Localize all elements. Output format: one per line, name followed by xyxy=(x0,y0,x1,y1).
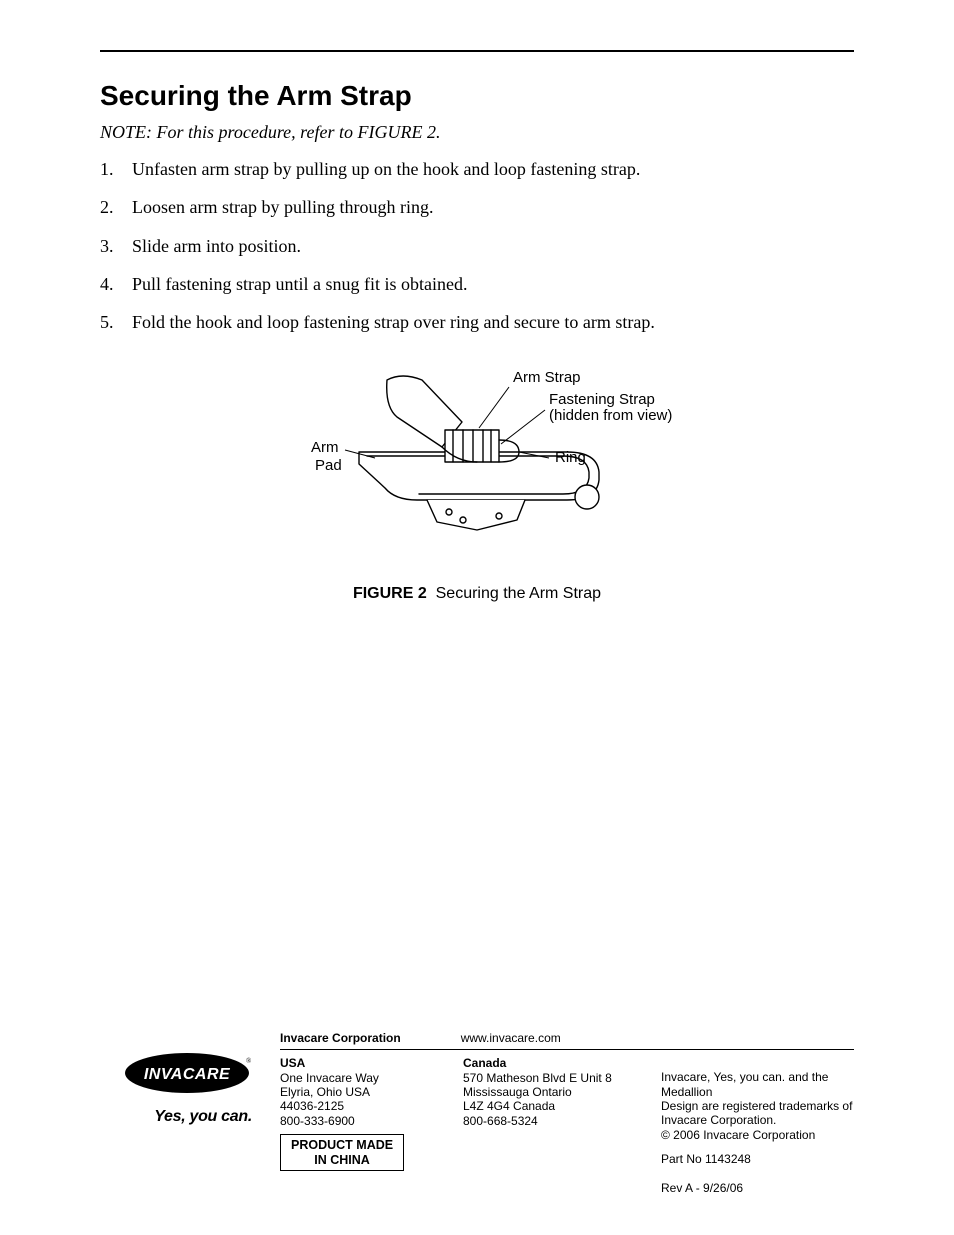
invacare-logo: INVACARE ® xyxy=(122,1049,252,1097)
step-text: Unfasten arm strap by pulling up on the … xyxy=(132,159,640,179)
part-number: Part No 1143248 xyxy=(661,1152,854,1166)
step-item: 2. Loosen arm strap by pulling through ri… xyxy=(100,195,854,219)
usa-line: Elyria, Ohio USA xyxy=(280,1085,435,1099)
address-canada: Canada 570 Matheson Blvd E Unit 8 Missis… xyxy=(463,1056,633,1195)
svg-text:INVACARE: INVACARE xyxy=(144,1066,231,1083)
canada-line: 570 Matheson Blvd E Unit 8 xyxy=(463,1071,633,1085)
step-text: Pull fastening strap until a snug fit is… xyxy=(132,274,467,294)
step-number: 4. xyxy=(100,272,114,296)
address-usa: USA One Invacare Way Elyria, Ohio USA 44… xyxy=(280,1056,435,1195)
usa-line: 44036-2125 xyxy=(280,1099,435,1113)
usa-heading: USA xyxy=(280,1056,435,1070)
step-item: 4. Pull fastening strap until a snug fit … xyxy=(100,272,854,296)
step-item: 3. Slide arm into position. xyxy=(100,234,854,258)
legal-line: Invacare, Yes, you can. and the Medallio… xyxy=(661,1070,854,1099)
step-number: 5. xyxy=(100,310,114,334)
label-fastening-strap: Fastening Strap xyxy=(549,391,655,408)
label-arm-pad: Arm xyxy=(311,439,339,456)
revision: Rev A - 9/26/06 xyxy=(661,1181,854,1195)
figure-2: Arm Strap Fastening Strap (hidden from v… xyxy=(100,362,854,603)
step-text: Loosen arm strap by pulling through ring… xyxy=(132,197,433,217)
page-title: Securing the Arm Strap xyxy=(100,80,854,112)
steps-list: 1. Unfasten arm strap by pulling up on th… xyxy=(100,157,854,334)
usa-line: 800-333-6900 xyxy=(280,1114,435,1128)
label-arm-strap: Arm Strap xyxy=(513,369,581,386)
arm-strap-diagram: Arm Strap Fastening Strap (hidden from v… xyxy=(267,362,687,562)
legal-line: Invacare Corporation. xyxy=(661,1113,854,1127)
legal-block: Invacare, Yes, you can. and the Medallio… xyxy=(661,1056,854,1195)
canada-heading: Canada xyxy=(463,1056,633,1070)
legal-line: Design are registered trademarks of xyxy=(661,1099,854,1113)
top-rule xyxy=(100,50,854,52)
legal-line: © 2006 Invacare Corporation xyxy=(661,1128,854,1142)
label-arm-pad-2: Pad xyxy=(315,457,342,474)
canada-line: 800-668-5324 xyxy=(463,1114,633,1128)
footer-info: Invacare Corporation www.invacare.com US… xyxy=(280,1031,854,1195)
corp-website: www.invacare.com xyxy=(461,1031,561,1045)
logo-tagline: Yes, you can. xyxy=(100,1108,252,1126)
canada-line: Mississauga Ontario xyxy=(463,1085,633,1099)
label-fastening-strap-sub: (hidden from view) xyxy=(549,407,672,424)
usa-line: One Invacare Way xyxy=(280,1071,435,1085)
made-in-line: PRODUCT MADE xyxy=(291,1138,393,1152)
logo-column: INVACARE ® Yes, you can. xyxy=(100,1031,280,1126)
step-text: Fold the hook and loop fastening strap o… xyxy=(132,312,655,332)
figure-caption: FIGURE 2 Securing the Arm Strap xyxy=(100,585,854,603)
step-text: Slide arm into position. xyxy=(132,236,301,256)
made-in-line: IN CHINA xyxy=(291,1153,393,1167)
step-item: 1. Unfasten arm strap by pulling up on th… xyxy=(100,157,854,181)
made-in-box: PRODUCT MADE IN CHINA xyxy=(280,1134,404,1171)
step-item: 5. Fold the hook and loop fastening strap… xyxy=(100,310,854,334)
procedure-note: NOTE: For this procedure, refer to FIGUR… xyxy=(100,122,854,143)
step-number: 1. xyxy=(100,157,114,181)
figure-label: FIGURE 2 xyxy=(353,585,427,602)
svg-text:®: ® xyxy=(246,1057,252,1065)
label-ring: Ring xyxy=(555,449,586,466)
page-footer: INVACARE ® Yes, you can. Invacare Corpor… xyxy=(0,1031,954,1195)
step-number: 2. xyxy=(100,195,114,219)
corp-name: Invacare Corporation xyxy=(280,1031,401,1045)
figure-caption-text: Securing the Arm Strap xyxy=(436,585,601,602)
canada-line: L4Z 4G4 Canada xyxy=(463,1099,633,1113)
step-number: 3. xyxy=(100,234,114,258)
